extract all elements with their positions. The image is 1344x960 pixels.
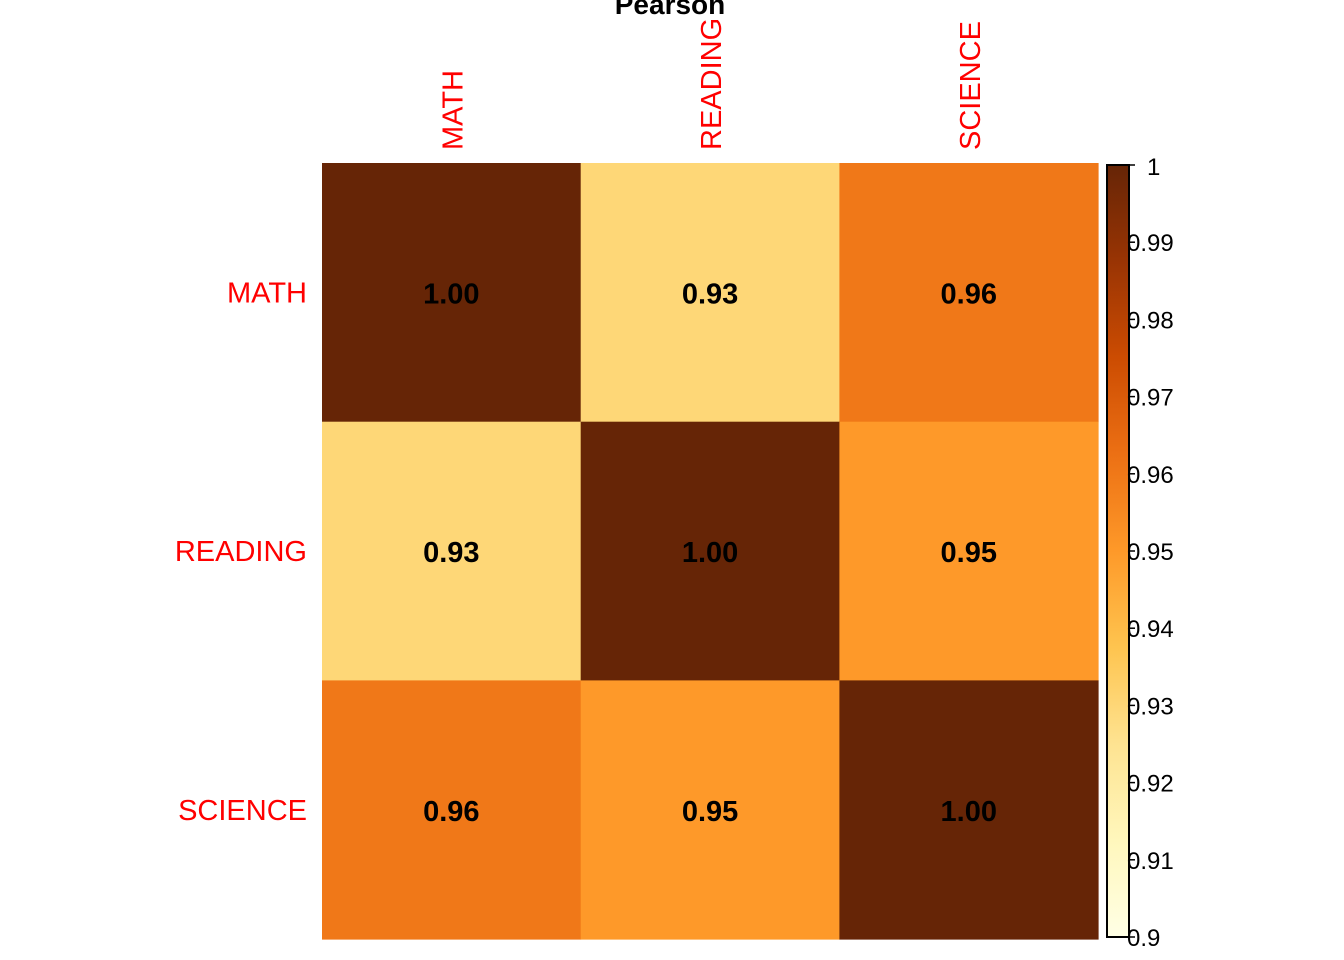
column-label: MATH xyxy=(437,70,469,150)
cell-value-label: 0.93 xyxy=(682,278,738,310)
colorbar-tick-label: 0.92 xyxy=(1127,771,1174,798)
cell-value-label: 0.95 xyxy=(941,537,997,569)
heatmap-cell xyxy=(322,163,582,423)
colorbar-tick-label: 1 xyxy=(1147,154,1160,181)
heatmap-cell xyxy=(580,421,840,681)
cell-value-label: 0.96 xyxy=(423,796,479,828)
row-label: SCIENCE xyxy=(178,795,307,827)
column-label: SCIENCE xyxy=(955,21,987,150)
colorbar-tick-label: 0.97 xyxy=(1127,385,1174,412)
heatmap-cell xyxy=(580,163,840,423)
column-label: READING xyxy=(696,18,728,150)
cell-value-label: 0.95 xyxy=(682,796,738,828)
heatmap-cell xyxy=(839,421,1099,681)
colorbar-tick-label: 0.99 xyxy=(1127,230,1174,257)
colorbar xyxy=(1106,164,1130,938)
colorbar-tick-label: 0.9 xyxy=(1127,925,1160,952)
row-label: MATH xyxy=(227,277,307,309)
cell-value-label: 1.00 xyxy=(682,537,738,569)
heatmap-cell xyxy=(322,680,582,940)
cell-value-label: 1.00 xyxy=(941,796,997,828)
heatmap-cell xyxy=(839,163,1099,423)
cell-value-label: 0.93 xyxy=(423,537,479,569)
colorbar-tick-label: 0.96 xyxy=(1127,462,1174,489)
colorbar-tick-label: 0.98 xyxy=(1127,307,1174,334)
heatmap-cell xyxy=(839,680,1099,940)
cell-value-label: 0.96 xyxy=(941,278,997,310)
colorbar-tick-label: 0.93 xyxy=(1127,693,1174,720)
colorbar-tick-label: 0.91 xyxy=(1127,848,1174,875)
row-label: READING xyxy=(175,536,307,568)
heatmap-cell xyxy=(322,421,582,681)
colorbar-tick-label: 0.95 xyxy=(1127,539,1174,566)
heatmap-cell xyxy=(580,680,840,940)
cell-value-label: 1.00 xyxy=(423,278,479,310)
chart-title: Pearson xyxy=(615,0,726,20)
colorbar-tick-label: 0.94 xyxy=(1127,616,1174,643)
